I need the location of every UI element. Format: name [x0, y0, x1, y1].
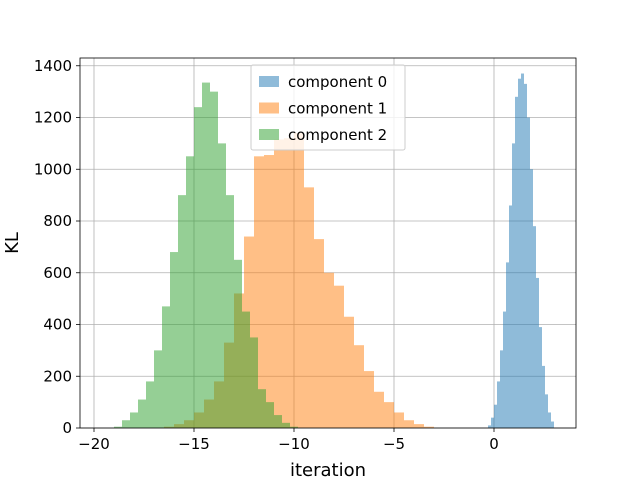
histogram-bar — [527, 117, 530, 428]
histogram-bar — [494, 404, 497, 428]
histogram-bar — [524, 83, 527, 429]
x-axis-label: iteration — [290, 460, 366, 480]
histogram-bars — [114, 73, 554, 429]
histogram-bar — [533, 226, 536, 428]
histogram-bar — [284, 138, 294, 429]
histogram-bar — [258, 389, 266, 428]
histogram-bar — [154, 350, 162, 428]
histogram-bar — [354, 345, 364, 428]
histogram-bar — [334, 285, 344, 428]
histogram-bar — [518, 78, 521, 428]
legend-label: component 2 — [288, 126, 387, 144]
histogram-bar — [503, 311, 506, 428]
histogram-bar — [202, 82, 210, 429]
histogram-bar — [512, 143, 515, 428]
histogram-bar — [536, 277, 539, 428]
y-tick-label: 1200 — [34, 109, 72, 127]
histogram-bar — [344, 316, 354, 428]
histogram-bar — [264, 155, 274, 429]
histogram-bar — [130, 412, 138, 428]
histogram-bar — [210, 91, 218, 429]
histogram-bar — [194, 107, 202, 429]
histogram-bar — [294, 133, 304, 428]
histogram-bar — [162, 306, 170, 428]
histogram-bar — [290, 426, 298, 428]
legend-swatch — [259, 102, 279, 114]
series-2-bars — [114, 82, 298, 429]
histogram-bar — [424, 426, 434, 428]
legend-swatch — [259, 76, 279, 87]
histogram-bar — [530, 169, 533, 429]
legend-label: component 0 — [288, 73, 387, 91]
histogram-bar — [509, 205, 512, 428]
histogram-bar — [138, 399, 146, 428]
legend: component 0 component 1 component 2 — [250, 64, 406, 151]
histogram-bar — [497, 381, 500, 428]
y-tick-label: 1400 — [34, 57, 72, 75]
histogram-bar — [218, 143, 226, 428]
histogram-bar — [274, 139, 284, 429]
y-tick-label: 400 — [43, 316, 72, 334]
histogram-bar — [266, 402, 274, 428]
histogram-bar — [548, 412, 551, 428]
histogram-bar — [254, 156, 264, 428]
x-tick-label: −15 — [178, 435, 210, 453]
x-tick-label: 0 — [489, 435, 499, 453]
x-tick-label: −10 — [278, 435, 310, 453]
axis-ticks: −20 −15 −10 −5 0 0 200 400 600 800 1000 1200 1400 — [34, 57, 499, 453]
histogram-bar — [324, 272, 334, 428]
histogram-bar — [384, 402, 394, 428]
histogram-bar — [542, 365, 545, 428]
histogram-bar — [234, 259, 242, 428]
y-tick-label: 200 — [43, 367, 72, 385]
legend-box — [250, 64, 406, 151]
histogram-bar — [539, 327, 542, 428]
histogram-bar — [170, 252, 178, 428]
legend-label: component 1 — [288, 100, 387, 118]
x-tick-label: −20 — [78, 435, 110, 453]
histogram-bar — [242, 311, 250, 428]
y-tick-label: 800 — [43, 212, 72, 230]
y-axis-label: KL — [2, 232, 23, 254]
histogram-bar — [364, 371, 374, 428]
histogram-bar — [414, 424, 424, 428]
histogram-bar — [304, 187, 314, 428]
histogram-bar — [545, 394, 548, 428]
histogram-bar — [122, 420, 130, 428]
histogram-bar — [178, 195, 186, 428]
y-tick-label: 1000 — [34, 160, 72, 178]
legend-swatch — [259, 129, 279, 140]
y-tick-label: 600 — [43, 264, 72, 282]
histogram-bar — [114, 426, 122, 428]
histogram-bar — [374, 391, 384, 428]
histogram-bar — [521, 73, 524, 428]
histogram-bar — [500, 350, 503, 428]
histogram-bar — [314, 239, 324, 428]
plot-frame — [79, 57, 577, 429]
histogram-bar — [146, 381, 154, 428]
histogram-bar — [488, 425, 491, 428]
histogram-bar — [282, 422, 290, 428]
series-0-bars — [488, 73, 554, 429]
histogram-bar — [551, 421, 554, 428]
histogram-bar — [515, 96, 518, 428]
histogram-bar — [404, 420, 414, 428]
histogram-bar — [226, 195, 234, 428]
histogram-bar — [274, 415, 282, 428]
histogram-bar — [250, 337, 258, 428]
x-tick-label: −5 — [383, 435, 405, 453]
histogram-bar — [394, 412, 404, 428]
y-tick-label: 0 — [62, 419, 72, 437]
histogram-bar — [506, 262, 509, 428]
histogram-bar — [186, 156, 194, 428]
histogram-bar — [491, 417, 494, 428]
